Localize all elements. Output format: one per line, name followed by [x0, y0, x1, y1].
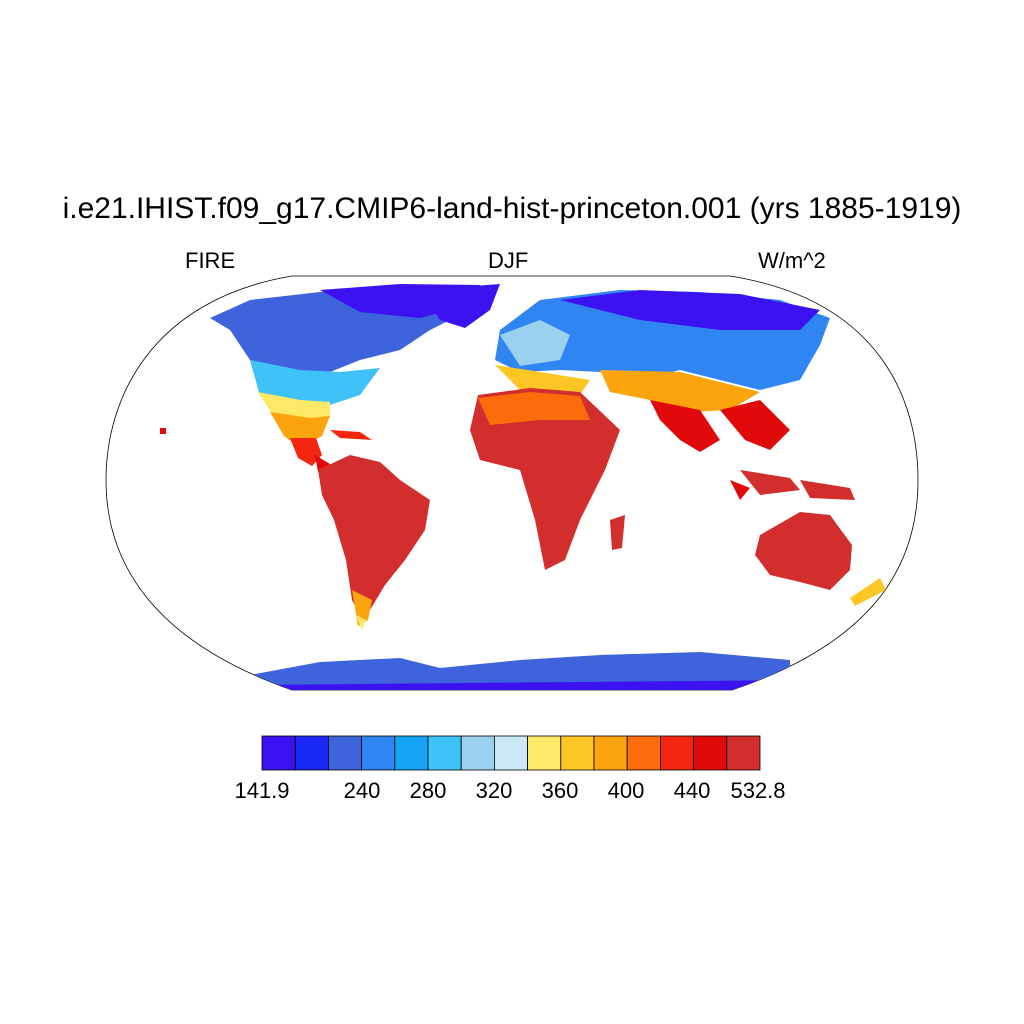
hawaii-landmass — [160, 428, 166, 434]
colorbar-tick-label: 240 — [343, 778, 381, 803]
colorbar-box — [527, 735, 562, 771]
plot-title: i.e21.IHIST.f09_g17.CMIP6-land-hist-prin… — [62, 192, 962, 225]
colorbar-box — [361, 735, 396, 771]
eurasia-landmass — [495, 290, 830, 452]
colorbar-box — [493, 735, 528, 771]
colorbar-box — [427, 735, 462, 771]
colorbar-box — [560, 735, 595, 771]
colorbar-box — [294, 735, 329, 771]
greenland-landmass — [420, 284, 500, 328]
africa-landmass — [470, 388, 625, 570]
south-america-landmass — [318, 455, 430, 630]
colorbar-tick-label: 360 — [541, 778, 579, 803]
colorbar-tick-label: 440 — [673, 778, 711, 803]
colorbar-box — [626, 735, 661, 771]
colorbar-box — [394, 735, 429, 771]
variable-label: FIRE — [185, 248, 236, 273]
australia-landmass — [755, 512, 886, 606]
colorbar-box — [327, 735, 362, 771]
colorbar-tick-label: 141.9 — [234, 778, 290, 803]
colorbar-tick-label: 280 — [409, 778, 447, 803]
colorbar-box — [261, 735, 296, 771]
colorbar-tick-label: 320 — [475, 778, 513, 803]
season-label: DJF — [488, 248, 529, 273]
units-label: W/m^2 — [758, 248, 826, 273]
maritime-asia-landmass — [730, 470, 855, 500]
colorbar-box — [460, 735, 495, 771]
colorbar-box — [593, 735, 628, 771]
colorbar-box — [726, 735, 761, 771]
colorbar-box — [693, 735, 728, 771]
antarctica-landmass — [240, 652, 800, 690]
colorbar-tick-label: 532.8 — [730, 778, 786, 803]
colorbar-tick-label: 400 — [607, 778, 645, 803]
colorbar-box — [660, 735, 695, 771]
